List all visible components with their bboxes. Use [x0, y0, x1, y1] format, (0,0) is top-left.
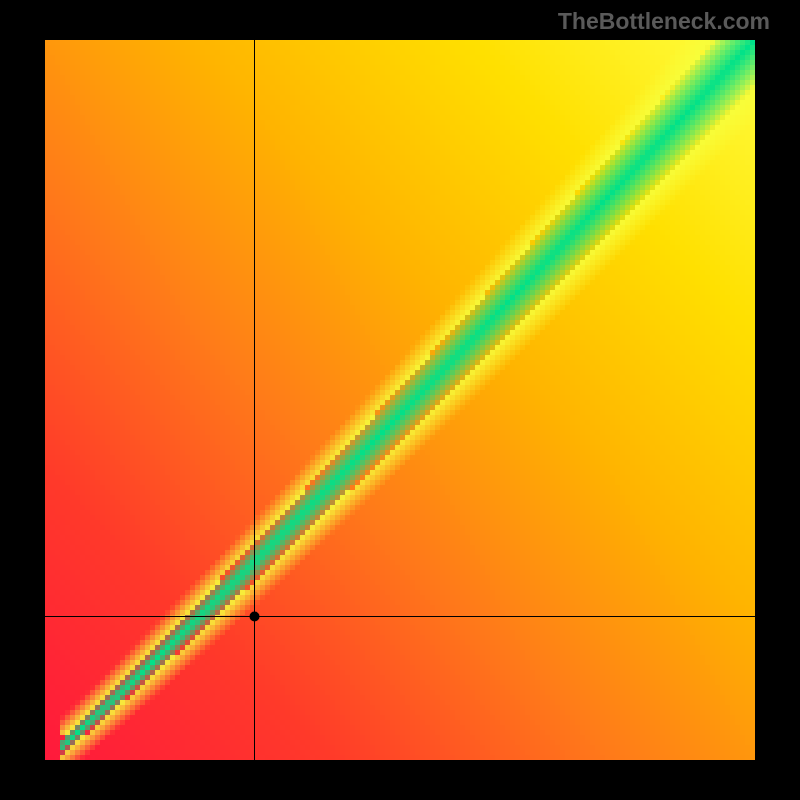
watermark-text: TheBottleneck.com: [558, 8, 770, 35]
bottleneck-heatmap: [45, 40, 755, 760]
heatmap-canvas: [45, 40, 755, 760]
